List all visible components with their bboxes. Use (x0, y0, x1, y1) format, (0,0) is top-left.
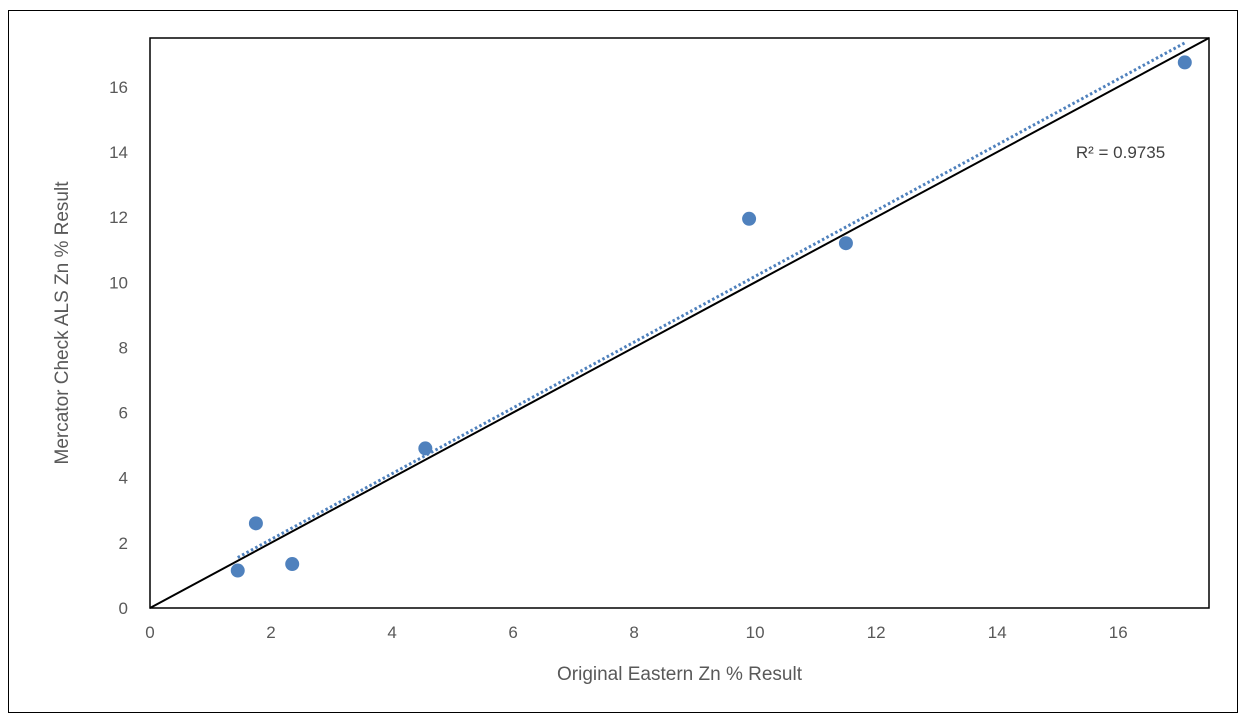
x-tick-label: 8 (629, 623, 638, 642)
data-point (742, 211, 757, 226)
x-tick-label: 12 (867, 623, 886, 642)
data-point (248, 516, 263, 531)
y-tick-label: 0 (119, 599, 128, 618)
y-tick-label: 8 (119, 338, 128, 357)
data-points (230, 55, 1192, 578)
y-tick-label: 16 (109, 78, 128, 97)
x-axis-title: Original Eastern Zn % Result (557, 664, 803, 685)
r-squared-annotation: R² = 0.9735 (1076, 143, 1165, 162)
y-tick-label: 4 (119, 469, 128, 488)
trendline (237, 41, 1186, 559)
data-point (838, 236, 853, 251)
data-point (285, 557, 300, 572)
y-tick-label: 12 (109, 208, 128, 227)
reference-line (149, 37, 1210, 609)
data-point (418, 441, 433, 456)
y-tick-label: 14 (109, 143, 128, 162)
x-tick-label: 14 (988, 623, 1007, 642)
y-tick-label: 2 (119, 534, 128, 553)
chart-frame (8, 10, 1238, 713)
y-tick-label: 10 (109, 273, 128, 292)
data-point (1177, 55, 1192, 70)
x-tick-label: 4 (387, 623, 396, 642)
plot-area-border (149, 37, 1210, 609)
x-tick-label: 6 (508, 623, 517, 642)
y-axis-title: Mercator Check ALS Zn % Result (52, 181, 73, 465)
x-tick-labels: 0 2 4 6 8 10 12 14 16 (145, 623, 1127, 642)
y-tick-labels: 0 2 4 6 8 10 12 14 16 (109, 78, 128, 618)
data-point (230, 563, 245, 578)
x-tick-label: 16 (1109, 623, 1128, 642)
x-tick-label: 10 (746, 623, 765, 642)
y-tick-label: 6 (119, 404, 128, 423)
x-tick-label: 2 (266, 623, 275, 642)
x-tick-label: 0 (145, 623, 154, 642)
